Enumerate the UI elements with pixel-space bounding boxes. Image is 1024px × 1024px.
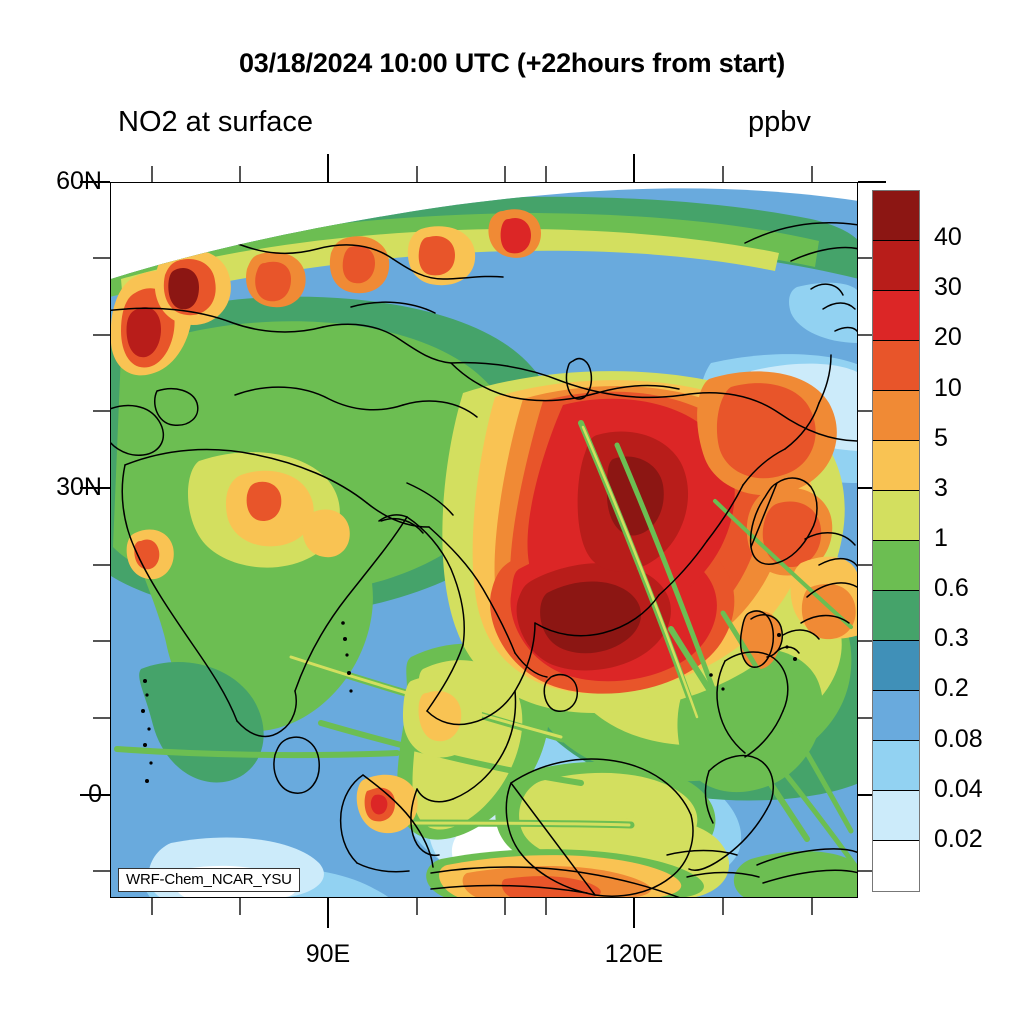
- xtick-label-90e: 90E: [305, 940, 351, 968]
- colorbar-tick-label: 0.3: [934, 624, 969, 653]
- xtick-minor-top: [811, 166, 813, 182]
- xtick-minor: [722, 898, 724, 915]
- colorbar-band: [873, 491, 919, 541]
- xtick-minor: [811, 898, 813, 915]
- xtick-minor-top: [151, 166, 153, 182]
- colorbar-band: [873, 691, 919, 741]
- ytick-major-0: [80, 794, 110, 796]
- xtick-minor-top: [416, 166, 418, 182]
- model-stamp: WRF-Chem_NCAR_YSU: [118, 868, 300, 892]
- xtick-minor: [416, 898, 418, 915]
- variable-label: NO2 at surface: [118, 106, 314, 138]
- xtick-minor: [545, 898, 547, 915]
- xtick-major-90e: [327, 898, 329, 928]
- ytick-major-right: [858, 181, 886, 183]
- colorbar-band: [873, 241, 919, 291]
- ytick-major-60n: [80, 181, 110, 183]
- ytick-minor-right: [858, 564, 874, 566]
- colorbar-band: [873, 641, 919, 691]
- colorbar-tick-label: 10: [934, 373, 962, 402]
- xtick-minor-top: [504, 166, 506, 182]
- ytick-minor-right: [858, 410, 874, 412]
- colorbar-tick-label: 40: [934, 223, 962, 252]
- ytick-minor-right: [858, 257, 874, 259]
- xtick-minor: [504, 898, 506, 915]
- xtick-minor: [151, 898, 153, 915]
- ytick-minor-right: [858, 334, 874, 336]
- colorbar-band: [873, 791, 919, 841]
- colorbar-band: [873, 391, 919, 441]
- ytick-minor: [93, 257, 110, 259]
- colorbar-tick-label: 30: [934, 273, 962, 302]
- colorbar-tick-label: 1: [934, 524, 948, 552]
- ytick-minor-right: [858, 640, 874, 642]
- colorbar-tick-label: 0.6: [934, 574, 969, 603]
- ytick-minor-right: [858, 870, 874, 872]
- ytick-minor: [93, 640, 110, 642]
- xtick-label-120e: 120E: [604, 940, 664, 968]
- page-title: 03/18/2024 10:00 UTC (+22hours from star…: [238, 48, 786, 78]
- ytick-minor: [93, 334, 110, 336]
- xtick-minor-top: [239, 166, 241, 182]
- ytick-major-30n: [80, 487, 110, 489]
- map-plot-area[interactable]: [110, 182, 858, 898]
- xtick-major-120e: [633, 898, 635, 928]
- ytick-minor: [93, 870, 110, 872]
- ytick-minor: [93, 410, 110, 412]
- colorbar[interactable]: [872, 190, 920, 892]
- colorbar-band: [873, 741, 919, 791]
- colorbar-tick-label: 20: [934, 323, 962, 352]
- colorbar-band: [873, 441, 919, 491]
- xtick-minor-top: [545, 166, 547, 182]
- xtick-major-top: [633, 154, 635, 182]
- no2-contour-map: [111, 183, 857, 897]
- xtick-minor-top: [722, 166, 724, 182]
- colorbar-tick-label: 5: [934, 423, 948, 452]
- ytick-minor-right: [858, 717, 874, 719]
- colorbar-band: [873, 591, 919, 641]
- colorbar-tick-label: 0.08: [934, 724, 983, 753]
- colorbar-band: [873, 291, 919, 341]
- ytick-minor: [93, 564, 110, 566]
- colorbar-tick-label: 0.04: [934, 774, 983, 803]
- units-label: ppbv: [748, 106, 811, 138]
- colorbar-band: [873, 841, 919, 891]
- colorbar-tick-label: 0.2: [934, 674, 969, 703]
- colorbar-band: [873, 191, 919, 241]
- xtick-minor: [239, 898, 241, 915]
- colorbar-tick-label: 0.02: [934, 824, 983, 853]
- xtick-major-top: [327, 154, 329, 182]
- colorbar-band: [873, 341, 919, 391]
- colorbar-tick-label: 3: [934, 473, 948, 502]
- colorbar-band: [873, 541, 919, 591]
- ytick-minor: [93, 717, 110, 719]
